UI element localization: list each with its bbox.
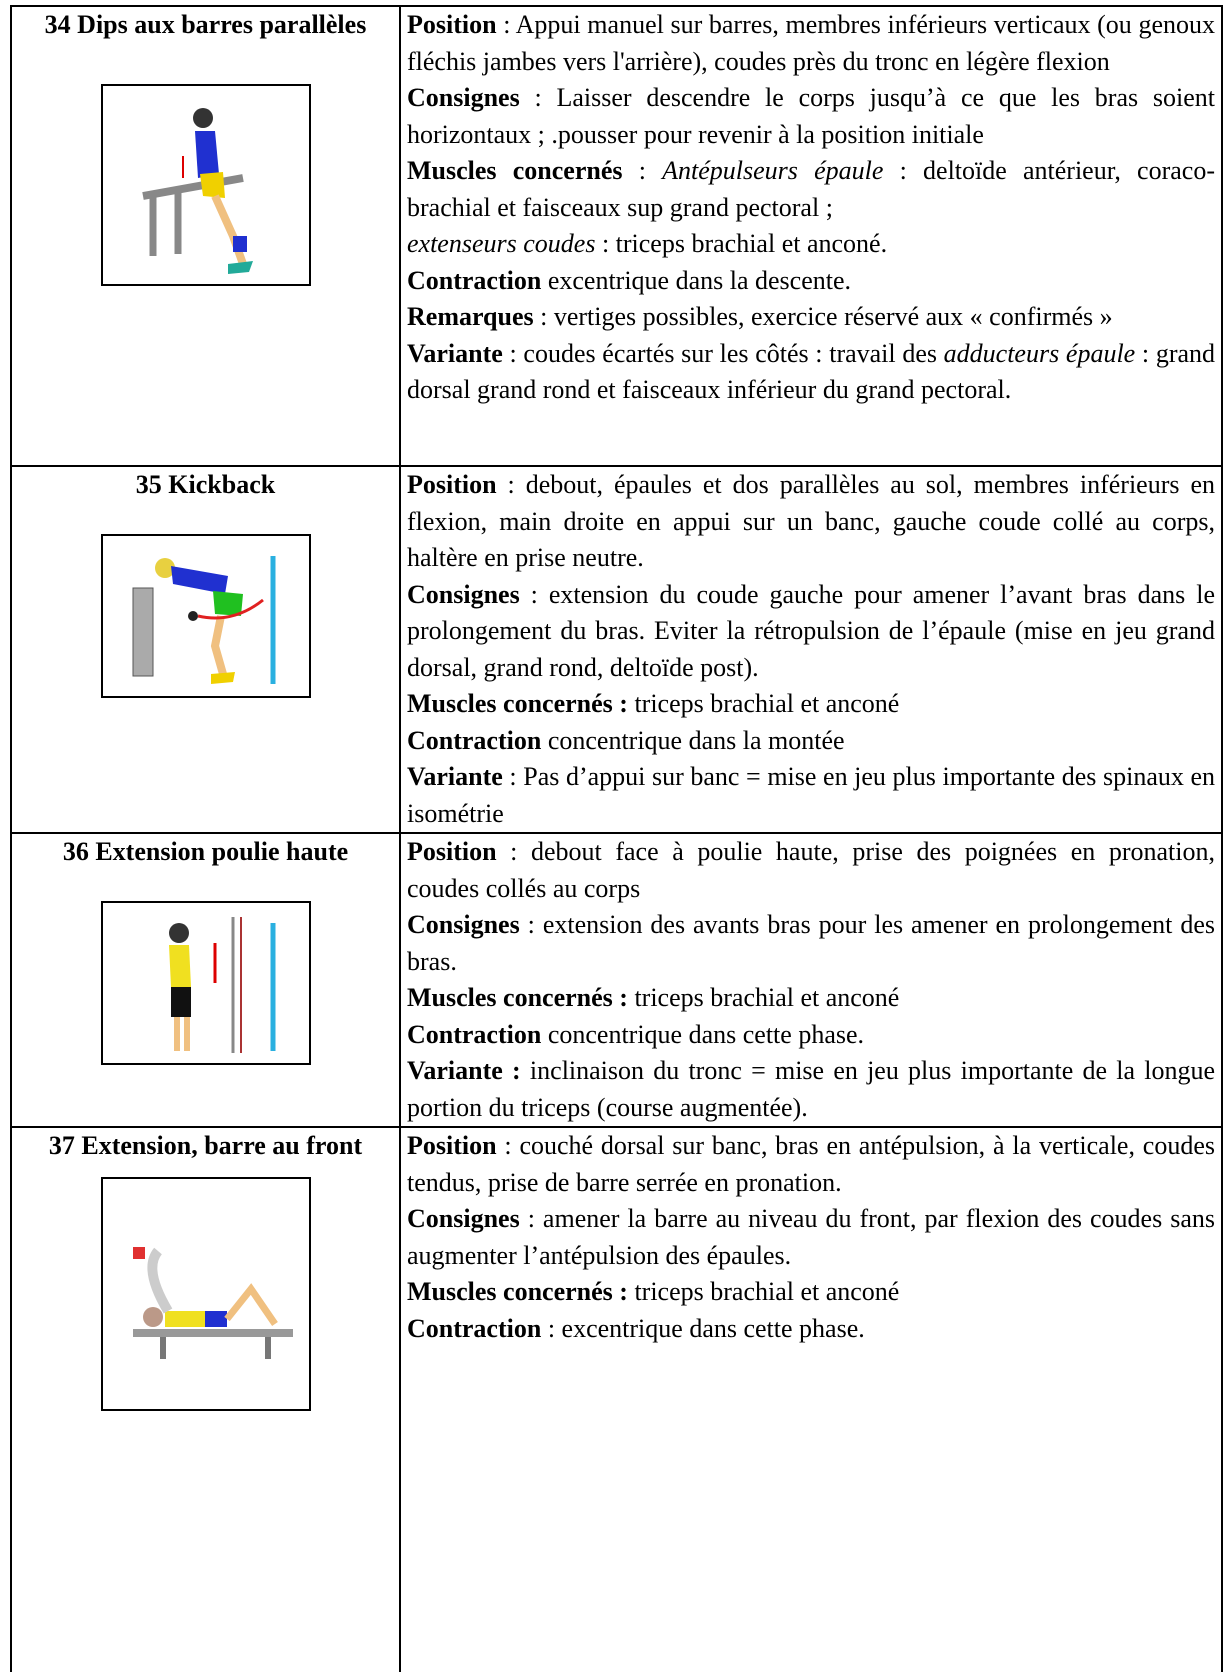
- description-cell: Position : couché dorsal sur banc, bras …: [399, 1126, 1223, 1672]
- paragraph: Muscles concernés : Antépulseurs épaule …: [407, 153, 1215, 226]
- description-cell: Position : debout, épaules et dos parall…: [399, 465, 1223, 834]
- paragraph: extenseurs coudes : triceps brachial et …: [407, 226, 1215, 263]
- text-run: Variante :: [407, 1056, 521, 1085]
- text-run: Contraction: [407, 1019, 542, 1049]
- exercise-title: 34 Dips aux barres parallèles: [44, 10, 367, 39]
- text-run: : extension du coude gauche pour amener …: [407, 579, 1215, 682]
- text-run: Position: [407, 470, 497, 499]
- paragraph: Contraction : excentrique dans cette pha…: [407, 1311, 1215, 1348]
- paragraph: Position : debout, épaules et dos parall…: [407, 467, 1215, 577]
- exercise-table: 34 Dips aux barres parallèles Position :…: [10, 5, 1223, 1672]
- paragraph: Muscles concernés : triceps brachial et …: [407, 686, 1215, 723]
- text-run: Muscles concernés :: [407, 1277, 628, 1306]
- paragraph: Variante : Pas d’appui sur banc = mise e…: [407, 759, 1215, 832]
- text-run: extenseurs coudes: [407, 229, 596, 258]
- text-run: : grand dorsal grand rond et faisceaux i…: [407, 338, 1216, 405]
- text-run: : vertiges possibles, exercice réservé a…: [533, 302, 1113, 331]
- text-run: Muscles concernés: [407, 156, 623, 185]
- text-run: : debout, épaules et dos parallèles au s…: [407, 470, 1215, 572]
- text-run: Contraction: [407, 265, 542, 295]
- text-run: : excentrique dans cette phase.: [541, 1313, 865, 1343]
- text-run: : triceps brachial et anconé.: [595, 229, 888, 258]
- text-run: Muscles concernés :: [407, 689, 628, 718]
- text-run: Position: [407, 1131, 497, 1160]
- text-run: Consignes: [407, 1204, 520, 1233]
- text-run: : couché dorsal sur banc, bras en antépu…: [407, 1131, 1215, 1197]
- text-run: triceps brachial et anconé: [627, 689, 900, 718]
- paragraph: Muscles concernés : triceps brachial et …: [407, 980, 1215, 1017]
- text-run: :: [622, 156, 663, 185]
- row: 34 Dips aux barres parallèles Position :…: [10, 5, 1223, 467]
- paragraph: Contraction concentrique dans cette phas…: [407, 1017, 1215, 1054]
- text-run: Variante: [407, 338, 503, 368]
- title-cell: 37 Extension, barre au front: [10, 1126, 401, 1672]
- paragraph: Contraction excentrique dans la descente…: [407, 263, 1215, 300]
- illustration: [100, 533, 311, 698]
- paragraph: Remarques : vertiges possibles, exercice…: [407, 299, 1215, 336]
- text-run: Variante: [407, 762, 503, 791]
- text-run: : debout face à poulie haute, prise des …: [407, 837, 1215, 903]
- text-run: : amener la barre au niveau du front, pa…: [407, 1204, 1215, 1270]
- text-run: Position: [407, 837, 497, 866]
- illustration: [100, 900, 311, 1065]
- text-run: triceps brachial et anconé: [627, 1277, 900, 1306]
- text-run: : coudes écartés sur les côtés : travail…: [502, 338, 944, 368]
- paragraph: Consignes : extension du coude gauche po…: [407, 577, 1215, 687]
- text-run: Position: [407, 10, 497, 39]
- text-run: Contraction: [407, 725, 542, 755]
- text-run: concentrique dans la montée: [541, 725, 845, 755]
- text-run: Consignes: [407, 910, 520, 939]
- paragraph: Variante : coudes écartés sur les côtés …: [407, 336, 1215, 409]
- text-run: adducteurs épaule: [943, 338, 1136, 368]
- text-run: concentrique dans cette phase.: [541, 1019, 865, 1049]
- text-run: : extension des avants bras pour les ame…: [407, 910, 1215, 976]
- text-run: Consignes: [407, 83, 520, 112]
- text-run: excentrique dans la descente.: [541, 265, 852, 295]
- paragraph: Variante : inclinaison du tronc = mise e…: [407, 1053, 1215, 1126]
- paragraph: Consignes : amener la barre au niveau du…: [407, 1201, 1215, 1274]
- text-run: Antépulseurs épaule: [662, 156, 884, 185]
- row: 37 Extension, barre au front Position : …: [10, 1126, 1223, 1672]
- exercise-title: 36 Extension poulie haute: [62, 837, 349, 866]
- text-run: : Appui manuel sur barres, membres infér…: [407, 10, 1215, 76]
- illustration: [100, 1176, 311, 1411]
- paragraph: Consignes : Laisser descendre le corps j…: [407, 80, 1215, 153]
- paragraph: Position : debout face à poulie haute, p…: [407, 834, 1215, 907]
- row: 35 Kickback Position : debout, épaules e…: [10, 465, 1223, 834]
- paragraph: Muscles concernés : triceps brachial et …: [407, 1274, 1215, 1311]
- description-cell: Position : debout face à poulie haute, p…: [399, 832, 1223, 1128]
- text-run: inclinaison du tronc = mise en jeu plus …: [407, 1056, 1215, 1122]
- paragraph: Position : couché dorsal sur banc, bras …: [407, 1128, 1215, 1201]
- text-run: Contraction: [407, 1313, 542, 1343]
- text-run: : Laisser descendre le corps jusqu’à ce …: [407, 83, 1215, 149]
- text-run: : Pas d’appui sur banc = mise en jeu plu…: [407, 762, 1215, 828]
- paragraph: Position : Appui manuel sur barres, memb…: [407, 7, 1215, 80]
- row: 36 Extension poulie haute Position : deb…: [10, 832, 1223, 1128]
- text-run: Remarques: [407, 302, 534, 331]
- title-cell: 35 Kickback: [10, 465, 401, 834]
- text-run: triceps brachial et anconé: [627, 983, 900, 1012]
- text-run: Consignes: [407, 579, 520, 609]
- text-run: Muscles concernés :: [407, 983, 628, 1012]
- paragraph: Consignes : extension des avants bras po…: [407, 907, 1215, 980]
- exercise-title: 35 Kickback: [135, 470, 276, 499]
- illustration: [100, 83, 311, 286]
- title-cell: 36 Extension poulie haute: [10, 832, 401, 1128]
- exercise-title: 37 Extension, barre au front: [48, 1131, 363, 1160]
- description-cell: Position : Appui manuel sur barres, memb…: [399, 5, 1223, 467]
- text-run: : deltoïde antérieur, coraco-brachial et…: [407, 156, 1215, 222]
- title-cell: 34 Dips aux barres parallèles: [10, 5, 401, 467]
- paragraph: Contraction concentrique dans la montée: [407, 723, 1215, 760]
